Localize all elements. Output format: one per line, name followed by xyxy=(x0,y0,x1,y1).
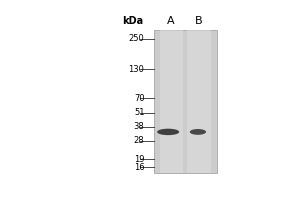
Text: 38: 38 xyxy=(134,122,145,131)
Text: 16: 16 xyxy=(134,163,145,172)
Bar xyxy=(188,30,211,173)
Text: 70: 70 xyxy=(134,94,145,103)
Text: kDa: kDa xyxy=(122,16,143,26)
Text: 19: 19 xyxy=(134,155,145,164)
Text: A: A xyxy=(167,16,175,26)
Text: B: B xyxy=(195,16,203,26)
Text: 130: 130 xyxy=(129,65,145,74)
Text: 250: 250 xyxy=(129,34,145,43)
Ellipse shape xyxy=(190,129,206,135)
Text: 51: 51 xyxy=(134,108,145,117)
Bar xyxy=(160,30,183,173)
Ellipse shape xyxy=(157,129,179,135)
Bar xyxy=(154,30,217,173)
Text: 28: 28 xyxy=(134,136,145,145)
